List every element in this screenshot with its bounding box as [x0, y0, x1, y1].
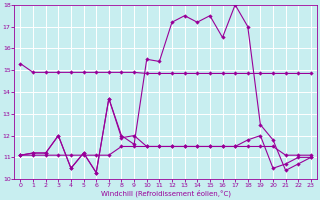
X-axis label: Windchill (Refroidissement éolien,°C): Windchill (Refroidissement éolien,°C) — [101, 190, 231, 197]
